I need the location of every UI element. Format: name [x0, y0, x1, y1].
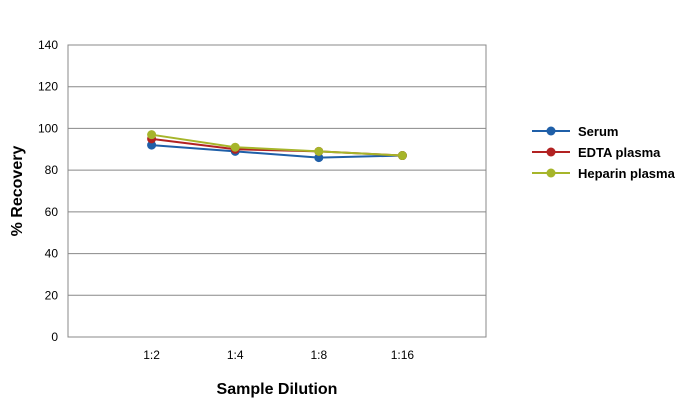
legend-swatch-marker: [546, 126, 556, 136]
y-tick-label: 80: [45, 163, 59, 177]
y-tick-label: 0: [51, 330, 58, 344]
y-tick-label: 100: [38, 121, 58, 135]
legend-label: EDTA plasma: [578, 145, 661, 160]
data-point: [314, 153, 324, 163]
series-line: [151, 133, 403, 157]
legend: Serum EDTA plasma Heparin plasma: [532, 124, 676, 181]
y-tick-label: 20: [45, 288, 59, 302]
plot-area: [68, 45, 486, 337]
x-tick-label: 1:2: [143, 348, 160, 362]
x-tick-label: 1:8: [310, 348, 327, 362]
x-tick-label: 1:4: [227, 348, 244, 362]
data-point: [147, 130, 157, 140]
legend-label: Heparin plasma: [578, 166, 676, 181]
x-tick-labels: 1:2 1:4 1:8 1:16: [143, 348, 414, 362]
plot-border: [67, 44, 487, 338]
data-point: [230, 142, 240, 152]
legend-swatch-marker: [546, 168, 556, 178]
x-tick-label: 1:16: [391, 348, 415, 362]
x-axis-title: Sample Dilution: [217, 381, 338, 398]
y-tick-label: 40: [45, 247, 59, 261]
series-line: [151, 144, 403, 159]
data-point: [314, 146, 324, 156]
series-group: [147, 130, 407, 163]
y-tick-label: 140: [38, 38, 58, 52]
data-point: [397, 151, 407, 161]
y-tick-label: 120: [38, 80, 58, 94]
y-tick-label: 60: [45, 205, 59, 219]
y-axis-title: % Recovery: [9, 146, 26, 237]
legend-swatch-marker: [546, 147, 556, 157]
legend-label: Serum: [578, 124, 618, 139]
data-point: [147, 140, 157, 150]
y-tick-labels: 0 20 40 60 80 100 120 140: [38, 38, 58, 344]
gridlines: [68, 86, 486, 296]
